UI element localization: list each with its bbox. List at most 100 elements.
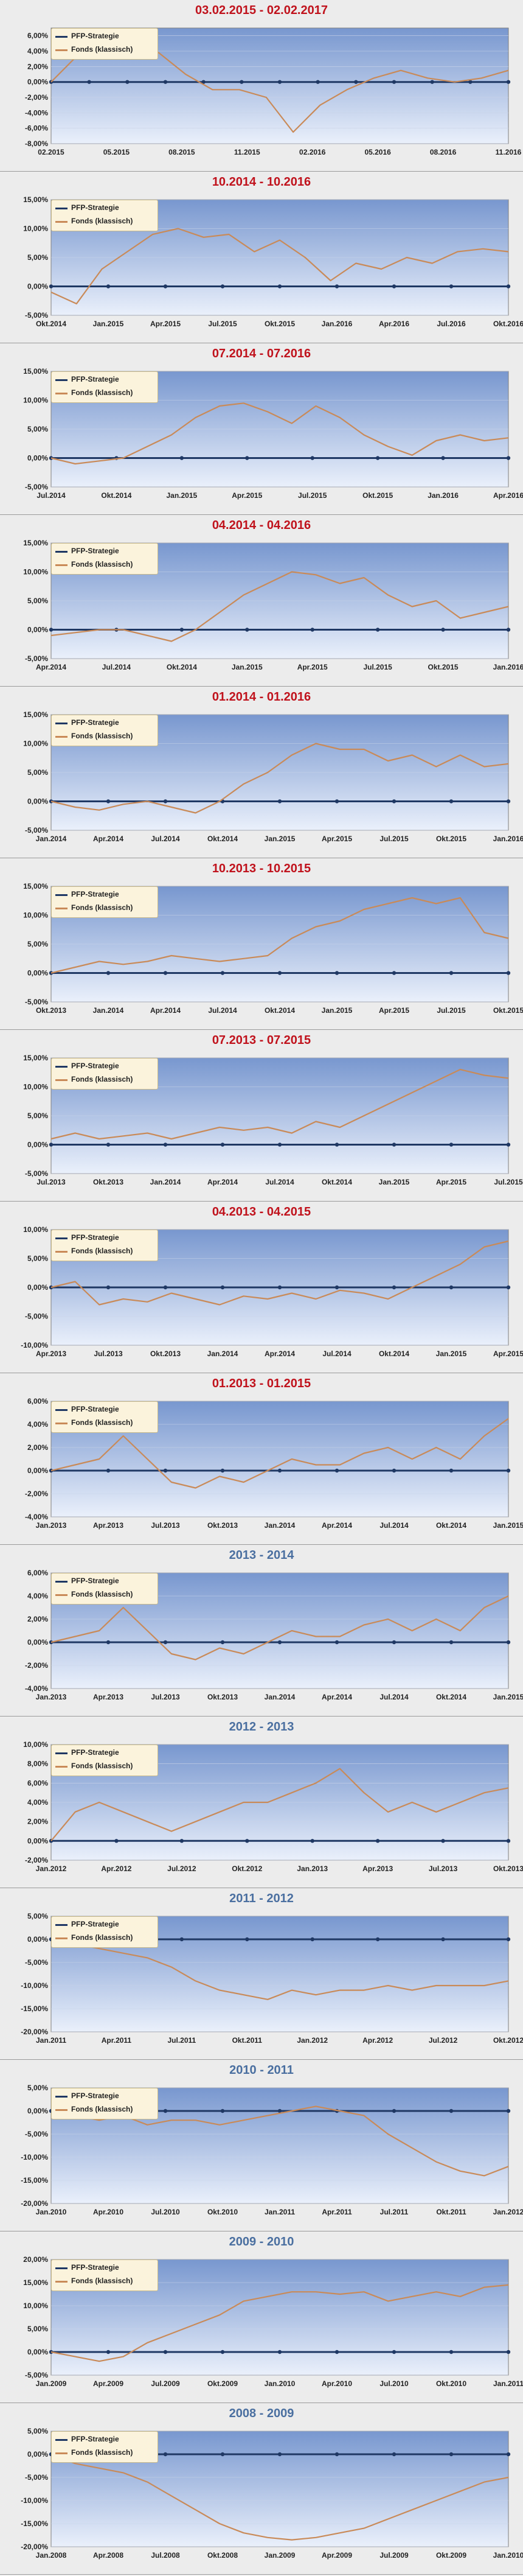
series-point-pfp-strategie: [49, 628, 54, 632]
series-point-pfp-strategie: [179, 1937, 184, 1942]
y-tick-label: -5,00%: [25, 1312, 48, 1321]
x-tick-label: Apr.2016: [493, 491, 523, 500]
x-tick-label: Okt.2013: [93, 1178, 123, 1186]
chart-title: 01.2014 - 01.2016: [212, 690, 311, 704]
x-tick-label: 11.2015: [234, 148, 260, 156]
y-tick-label: 5,00%: [27, 768, 48, 777]
series-point-pfp-strategie: [245, 1839, 249, 1843]
legend-label: Fonds (klassisch): [71, 2448, 133, 2457]
series-point-pfp-strategie: [334, 1468, 339, 1473]
series-point-pfp-strategie: [179, 628, 184, 632]
chart-title: 07.2014 - 07.2016: [212, 347, 311, 360]
x-tick-label: Jan.2015: [93, 320, 124, 328]
x-tick-label: Apr.2015: [493, 1349, 523, 1358]
x-tick-label: Jul.2013: [151, 1693, 180, 1701]
x-tick-label: Okt.2014: [379, 1349, 409, 1358]
x-tick-label: Jul.2013: [151, 1521, 180, 1530]
series-point-pfp-strategie: [392, 1143, 397, 1147]
legend-label: Fonds (klassisch): [71, 388, 133, 397]
x-tick-label: Apr.2014: [322, 1521, 352, 1530]
legend-label: Fonds (klassisch): [71, 1762, 133, 1770]
series-point-pfp-strategie: [449, 2350, 454, 2354]
y-tick-label: -20,00%: [21, 2028, 48, 2036]
legend-swatch: [55, 894, 68, 896]
chart-legend: PFP-Strategie Fonds (klassisch): [51, 1573, 158, 1605]
y-tick-label: 10,00%: [23, 396, 48, 405]
series-line-fonds-klassisch: [50, 1938, 509, 2000]
chart-legend: PFP-Strategie Fonds (klassisch): [51, 1058, 158, 1090]
y-tick-label: -6,00%: [25, 124, 48, 133]
chart-panel: 01.2013 - 01.2015 -4,00% -2,00% 0,00% 2,00% 4…: [0, 1373, 523, 1545]
y-tick-label: 15,00%: [23, 883, 48, 891]
x-tick-label: Jan.2015: [232, 663, 263, 671]
series-point-pfp-strategie: [506, 284, 511, 289]
x-tick-label: Jan.2015: [265, 835, 296, 843]
x-tick-label: Apr.2014: [322, 1693, 352, 1701]
series-point-pfp-strategie: [334, 799, 339, 803]
series-point-pfp-strategie: [310, 456, 314, 460]
y-tick-label: 6,00%: [27, 32, 48, 40]
x-tick-label: Jul.2015: [298, 491, 327, 500]
series-point-pfp-strategie: [163, 1285, 168, 1290]
x-tick-label: 08.2015: [168, 148, 195, 156]
x-tick-label: Jan.2015: [493, 1693, 523, 1701]
series-point-pfp-strategie: [310, 1839, 314, 1843]
legend-label: PFP-Strategie: [71, 1405, 119, 1413]
legend-label: PFP-Strategie: [71, 1920, 119, 1928]
y-tick-label: -5,00%: [25, 483, 48, 491]
x-tick-label: Apr.2015: [436, 1178, 466, 1186]
series-point-pfp-strategie: [163, 971, 168, 975]
series-point-pfp-strategie: [277, 1143, 282, 1147]
x-tick-label: Apr.2009: [322, 2551, 352, 2560]
y-tick-label: 0,00%: [27, 2450, 48, 2459]
chart-panel: 2012 - 2013 -2,00% 0,00% 2,00% 4,00% 6,00% 8,0…: [0, 1717, 523, 1888]
series-point-pfp-strategie: [125, 80, 130, 84]
series-point-pfp-strategie: [334, 2452, 339, 2457]
chart-panel: 10.2013 - 10.2015 -5,00% 0,00% 5,00% 10,00% 1…: [0, 858, 523, 1030]
chart-panel: 2009 - 2010 -5,00% 0,00% 5,00% 10,00% 15,00% 2…: [0, 2231, 523, 2403]
y-tick-label: -4,00%: [25, 108, 48, 117]
series-point-pfp-strategie: [49, 1143, 54, 1147]
x-tick-label: Apr.2015: [232, 491, 262, 500]
x-tick-label: Apr.2011: [102, 2036, 132, 2045]
x-tick-label: Jul.2014: [36, 491, 66, 500]
chart-legend: PFP-Strategie Fonds (klassisch): [51, 371, 158, 403]
series-line-fonds-klassisch: [50, 402, 509, 465]
x-tick-label: Jan.2015: [436, 1349, 467, 1358]
x-tick-label: Okt.2015: [265, 320, 295, 328]
x-tick-label: Jan.2014: [93, 1006, 124, 1015]
x-tick-label: Okt.2014: [436, 1693, 466, 1701]
series-point-pfp-strategie: [506, 1839, 511, 1843]
x-tick-label: Apr.2012: [101, 1864, 131, 1873]
series-point-pfp-strategie: [506, 971, 511, 975]
x-tick-label: Apr.2009: [93, 2379, 123, 2388]
legend-swatch: [55, 2096, 68, 2098]
x-tick-label: Jan.2009: [36, 2379, 67, 2388]
y-tick-label: -15,00%: [21, 2176, 48, 2185]
x-tick-label: Okt.2015: [428, 663, 459, 671]
series-point-pfp-strategie: [106, 1285, 111, 1290]
chart-panel: 2013 - 2014 -4,00% -2,00% 0,00% 2,00% 4,00% 6,…: [0, 1545, 523, 1717]
legend-label: PFP-Strategie: [71, 203, 119, 212]
series-point-pfp-strategie: [392, 2452, 397, 2457]
y-tick-label: 0,00%: [27, 2348, 48, 2356]
series-point-pfp-strategie: [506, 2109, 511, 2113]
chart-panel: 2010 - 2011 -20,00% -15,00% -10,00% -5,00% 0,…: [0, 2060, 523, 2231]
legend-swatch: [55, 1937, 68, 1939]
y-tick-label: 0,00%: [27, 1283, 48, 1292]
x-tick-label: Jan.2016: [493, 835, 523, 843]
series-point-pfp-strategie: [449, 1285, 454, 1290]
y-tick-label: 2,00%: [27, 1615, 48, 1623]
series-point-pfp-strategie: [220, 2109, 225, 2113]
chart-legend: PFP-Strategie Fonds (klassisch): [51, 28, 158, 60]
x-tick-label: Okt.2015: [362, 491, 393, 500]
legend-swatch: [55, 393, 68, 394]
series-point-pfp-strategie: [245, 456, 249, 460]
series-point-pfp-strategie: [220, 1468, 225, 1473]
legend-label: PFP-Strategie: [71, 1577, 119, 1585]
x-tick-label: Jan.2016: [322, 320, 353, 328]
y-tick-label: -4,00%: [25, 1684, 48, 1693]
chart-panel: 03.02.2015 - 02.02.2017 -8,00% -6,00% -4,00…: [0, 0, 523, 172]
x-tick-label: Jul.2014: [322, 1349, 352, 1358]
x-tick-label: 08.2016: [430, 148, 457, 156]
